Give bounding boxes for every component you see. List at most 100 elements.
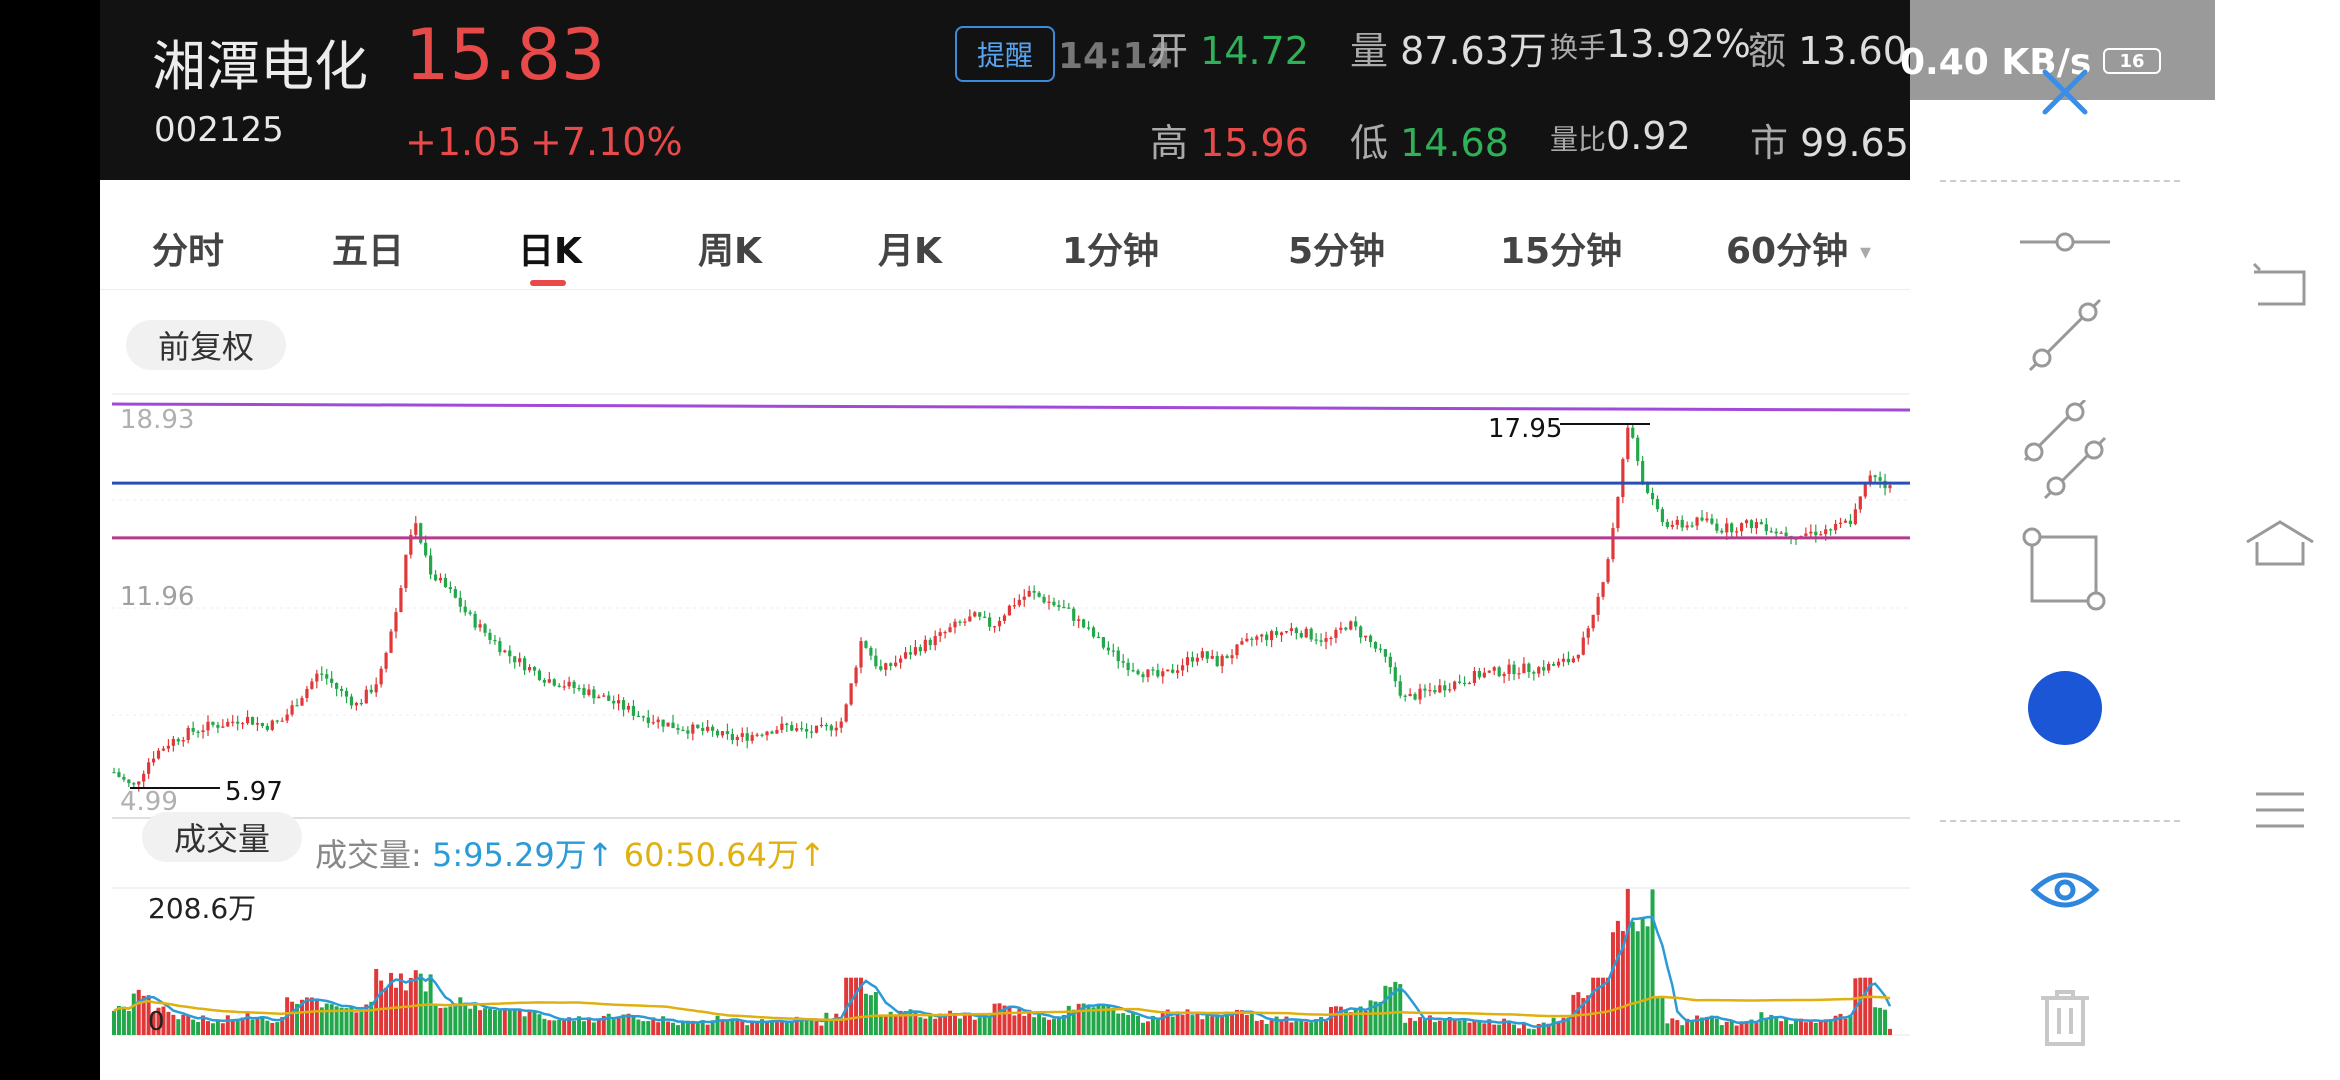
adjust-button[interactable]: 前复权 [126,320,286,370]
back-icon[interactable] [2245,250,2315,320]
volume-bar [398,973,403,1035]
candle-body [646,717,650,724]
volume-bar [1704,1016,1709,1035]
tab-1min[interactable]: 1分钟 [1062,231,1160,272]
candle-body [1230,655,1234,659]
volume-bar [458,997,463,1035]
candle-body [1675,519,1679,525]
chevron-down-icon[interactable]: ▾ [1860,240,1872,265]
volume-bar [443,1007,448,1035]
candle-body [884,663,888,670]
candle-body [1873,475,1877,478]
close-icon[interactable] [2015,42,2115,142]
horizontal-line-icon[interactable] [2015,192,2115,292]
candle-body [349,696,354,706]
rectangle-icon[interactable] [2015,520,2115,620]
candle-body [1166,669,1170,672]
volume-bar [1645,926,1650,1035]
volume-bar [1794,1018,1799,1035]
volume-bar [1685,1018,1690,1035]
candle-body [518,658,522,663]
volume-bar [537,1014,542,1035]
candle-body [676,728,680,730]
candle-body [1359,626,1363,638]
volume-bar [497,1010,502,1035]
volume-bar [1680,1025,1685,1035]
candle-body [216,724,220,728]
volume-bar [680,1022,685,1035]
volume-bar [824,1012,829,1035]
candle-body [1571,658,1575,663]
volume-bar [1798,1018,1803,1035]
tab-day-k[interactable]: 日K [518,231,582,272]
color-dot-icon[interactable] [2015,658,2115,758]
volume-bar [1813,1022,1818,1035]
volume-bar [982,1017,987,1035]
tab-week-k[interactable]: 周K [698,231,762,272]
volume-bar [829,1018,834,1035]
volume-bar [1373,1001,1378,1035]
home-icon[interactable] [2245,508,2315,578]
candle-body [715,730,720,736]
volume-bar [1012,1015,1017,1035]
volume-bar [1516,1028,1521,1035]
volume-bar [1150,1015,1155,1035]
candle-body [1502,673,1506,677]
eye-icon[interactable] [2015,840,2115,940]
reference-lines[interactable] [111,402,1910,540]
menu-icon[interactable] [2245,775,2315,845]
low-label: 低 [1350,121,1389,165]
candle-body [354,702,359,706]
candle-body [463,606,467,613]
candle-body [176,738,180,742]
candle-body [809,731,814,733]
candle-body [913,647,918,655]
volume-indicator-button[interactable]: 成交量 [142,812,302,862]
volume-bar [547,1020,552,1035]
volume-bar [1121,1013,1126,1035]
candle-body [1270,631,1274,641]
candle-body [1453,681,1457,690]
candle-body [1507,664,1511,674]
tab-fenshi[interactable]: 分时 [152,231,225,272]
volume-bar [755,1021,760,1035]
candle-body [701,727,705,731]
candle-body [1710,518,1714,524]
candle-body [686,730,690,734]
reference-line[interactable] [111,402,1910,412]
volume-bar [1427,1015,1432,1035]
candle-body [1616,497,1620,529]
parallel-lines-icon[interactable] [2015,400,2115,500]
volume-bar [1408,1018,1413,1035]
volume-bar [784,1021,789,1035]
candle-body [1438,685,1442,693]
candle-body [1364,635,1368,638]
tab-15min[interactable]: 15分钟 [1500,231,1623,272]
candle-body [997,621,1002,627]
tab-5min[interactable]: 5分钟 [1288,231,1386,272]
volume-bar [1304,1021,1309,1035]
candle-body [1101,637,1106,648]
candle-body [1017,599,1021,606]
candle-body [1289,628,1294,632]
volume-bar [1210,1016,1215,1035]
segment-icon[interactable] [2015,285,2115,385]
kline-chart[interactable]: 前复权 18.93 11.96 4.99 17.95 5.97 208.6万 [100,290,1910,1080]
tab-month-k[interactable]: 月K [878,231,942,272]
tab-60min[interactable]: 60分钟 [1726,231,1849,272]
candle-body [621,700,626,710]
candle-body [1764,524,1768,532]
candle-body [626,705,631,710]
volume-bar [1165,1009,1170,1035]
volume-bar [735,1020,740,1035]
volume-bar [136,989,141,1035]
trash-icon[interactable] [2015,968,2115,1068]
candle-body [285,714,289,721]
volume-bar [141,995,146,1035]
candle-body [211,721,215,725]
tab-five-day[interactable]: 五日 [332,231,405,272]
alert-button[interactable]: 提醒 [955,26,1055,82]
volume-bar [1393,981,1398,1035]
volume-bar [581,1021,586,1035]
high-stat: 高 15.96 [1150,112,1309,167]
